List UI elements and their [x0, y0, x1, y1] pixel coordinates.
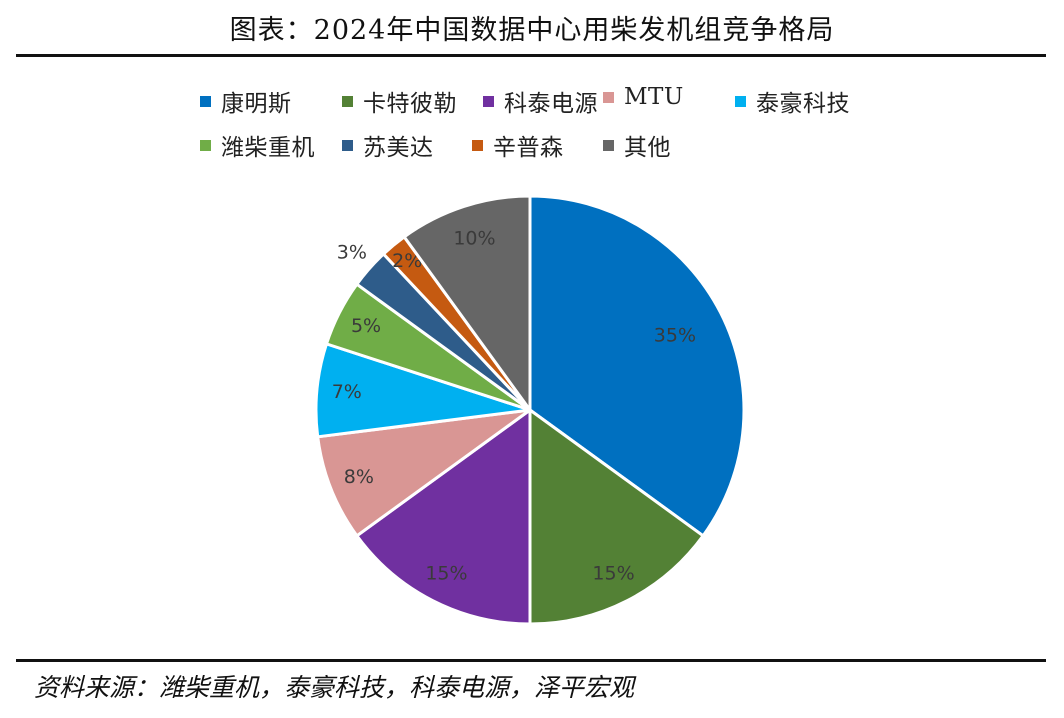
slice-data-label: 15%: [425, 562, 467, 584]
pie-slice: [316, 408, 532, 538]
legend-label: 苏美达: [363, 135, 434, 161]
top-divider: [16, 54, 1046, 57]
legend-label: 其他: [624, 135, 671, 161]
legend-swatch: [200, 95, 211, 107]
legend-item-other: 其他: [603, 128, 671, 162]
slice-data-label: 35%: [654, 325, 696, 347]
legend-item-simpson: 辛普森: [472, 128, 564, 162]
legend-item-sumec: 苏美达: [342, 128, 434, 162]
chart-legend: 康明斯 卡特彼勒 科泰电源 MTU 泰豪科技 潍柴重机 苏美达 辛: [200, 84, 960, 172]
legend-swatch: [342, 95, 353, 107]
pie-slice: [355, 408, 532, 626]
slice-data-label: 10%: [453, 228, 495, 250]
legend-row-2: 潍柴重机 苏美达 辛普森 其他: [200, 128, 960, 172]
legend-item-caterpillar: 卡特彼勒: [342, 84, 457, 118]
legend-label: MTU: [624, 84, 684, 110]
slice-data-label: 3%: [337, 241, 367, 263]
legend-swatch: [342, 139, 353, 151]
legend-swatch: [603, 139, 614, 151]
legend-swatch: [472, 139, 483, 151]
legend-item-ketai: 科泰电源: [483, 84, 598, 118]
legend-swatch: [603, 91, 614, 103]
legend-swatch: [735, 95, 746, 107]
slice-data-label: 7%: [332, 381, 362, 403]
legend-row-1: 康明斯 卡特彼勒 科泰电源 MTU 泰豪科技: [200, 84, 960, 128]
legend-label: 卡特彼勒: [363, 91, 457, 117]
slice-data-label: 8%: [344, 466, 374, 488]
legend-label: 康明斯: [221, 91, 292, 117]
legend-swatch: [200, 139, 211, 151]
legend-item-taihao: 泰豪科技: [735, 84, 850, 118]
legend-label: 科泰电源: [504, 91, 598, 117]
legend-item-mtu: MTU: [603, 84, 684, 110]
pie-slice: [528, 408, 705, 626]
legend-item-weichai: 潍柴重机: [200, 128, 315, 162]
slice-data-label: 5%: [351, 315, 381, 337]
legend-swatch: [483, 95, 494, 107]
legend-label: 辛普森: [493, 135, 564, 161]
legend-label: 潍柴重机: [221, 135, 315, 161]
legend-label: 泰豪科技: [756, 91, 850, 117]
chart-title: 图表：2024年中国数据中心用柴发机组竞争格局: [229, 15, 835, 46]
slice-data-label: 15%: [592, 562, 634, 584]
legend-item-cummins: 康明斯: [200, 84, 292, 118]
pie-slice: [402, 194, 532, 412]
pie-slice: [528, 194, 746, 538]
slice-data-label: 2%: [392, 250, 422, 272]
source-note: 资料来源：潍柴重机，泰豪科技，科泰电源，泽平宏观: [34, 673, 635, 702]
bottom-divider: [16, 659, 1046, 662]
